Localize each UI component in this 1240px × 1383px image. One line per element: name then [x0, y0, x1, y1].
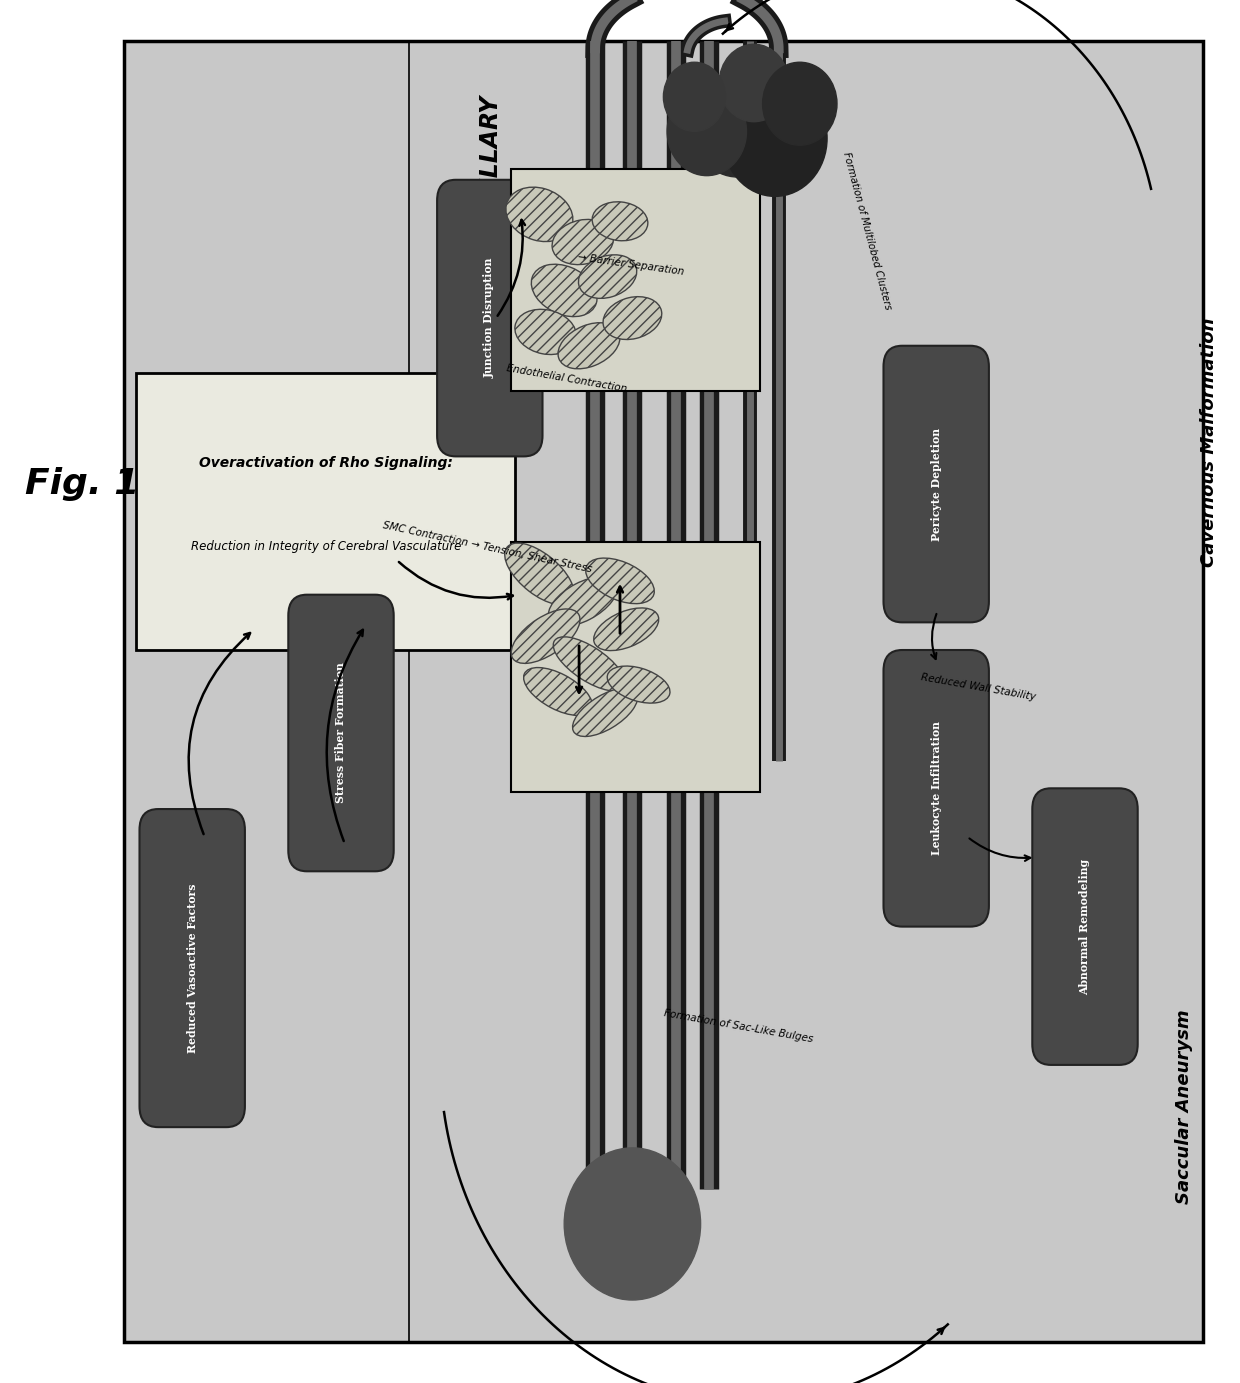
- FancyBboxPatch shape: [883, 650, 990, 927]
- Text: Pericyte Depletion: Pericyte Depletion: [931, 427, 941, 541]
- Ellipse shape: [558, 322, 620, 369]
- FancyBboxPatch shape: [1032, 788, 1138, 1065]
- Ellipse shape: [594, 609, 658, 650]
- Text: Abnormal Remodeling: Abnormal Remodeling: [1080, 859, 1090, 994]
- Ellipse shape: [523, 668, 593, 715]
- FancyBboxPatch shape: [511, 169, 760, 391]
- Text: SMC Contraction → Tension, Shear Stress: SMC Contraction → Tension, Shear Stress: [382, 520, 593, 574]
- FancyBboxPatch shape: [511, 542, 760, 792]
- Text: Endothelial Contraction: Endothelial Contraction: [506, 364, 627, 394]
- Text: Overactivation of Rho Signaling:: Overactivation of Rho Signaling:: [200, 456, 453, 470]
- Text: Stress Fiber Formation: Stress Fiber Formation: [336, 662, 346, 804]
- Text: Fig. 1: Fig. 1: [25, 467, 139, 501]
- Text: Formation of Multilobed Clusters: Formation of Multilobed Clusters: [841, 151, 893, 311]
- Ellipse shape: [531, 264, 598, 317]
- Text: Saccular Aneurysm: Saccular Aneurysm: [1176, 1010, 1193, 1203]
- FancyBboxPatch shape: [436, 180, 543, 456]
- Ellipse shape: [603, 297, 662, 339]
- Text: ARTERY: ARTERY: [217, 945, 242, 1047]
- Text: Reduced Vasoactive Factors: Reduced Vasoactive Factors: [187, 884, 197, 1052]
- Circle shape: [763, 62, 837, 145]
- Ellipse shape: [553, 636, 625, 692]
- Circle shape: [667, 87, 746, 176]
- Text: Leukocyte Infiltration: Leukocyte Infiltration: [931, 722, 941, 855]
- Text: Formation of Sac-Like Bulges: Formation of Sac-Like Bulges: [663, 1008, 815, 1044]
- Text: CAPILLARY: CAPILLARY: [477, 94, 502, 238]
- Text: Reduction in Integrity of Cerebral Vasculature: Reduction in Integrity of Cerebral Vascu…: [191, 539, 461, 553]
- Ellipse shape: [515, 310, 577, 354]
- Text: Cavernous Malformation: Cavernous Malformation: [1200, 318, 1218, 567]
- Ellipse shape: [608, 667, 670, 703]
- FancyBboxPatch shape: [139, 809, 246, 1127]
- Circle shape: [564, 1148, 701, 1300]
- Circle shape: [719, 44, 789, 122]
- Text: Reduced Wall Stability: Reduced Wall Stability: [920, 672, 1037, 703]
- FancyBboxPatch shape: [136, 373, 515, 650]
- Ellipse shape: [552, 220, 614, 264]
- Circle shape: [723, 80, 827, 196]
- Ellipse shape: [585, 559, 655, 603]
- FancyBboxPatch shape: [124, 41, 1203, 1342]
- Ellipse shape: [578, 254, 637, 299]
- FancyBboxPatch shape: [883, 346, 990, 622]
- Ellipse shape: [511, 609, 580, 664]
- Circle shape: [691, 72, 785, 177]
- Text: → Barrier Separation: → Barrier Separation: [577, 252, 684, 277]
- Text: Junction Disruption: Junction Disruption: [485, 257, 495, 379]
- Ellipse shape: [593, 202, 647, 241]
- Ellipse shape: [573, 687, 637, 737]
- Ellipse shape: [506, 187, 573, 242]
- Ellipse shape: [548, 577, 618, 626]
- FancyBboxPatch shape: [289, 595, 394, 871]
- Circle shape: [663, 62, 725, 131]
- Ellipse shape: [505, 544, 574, 604]
